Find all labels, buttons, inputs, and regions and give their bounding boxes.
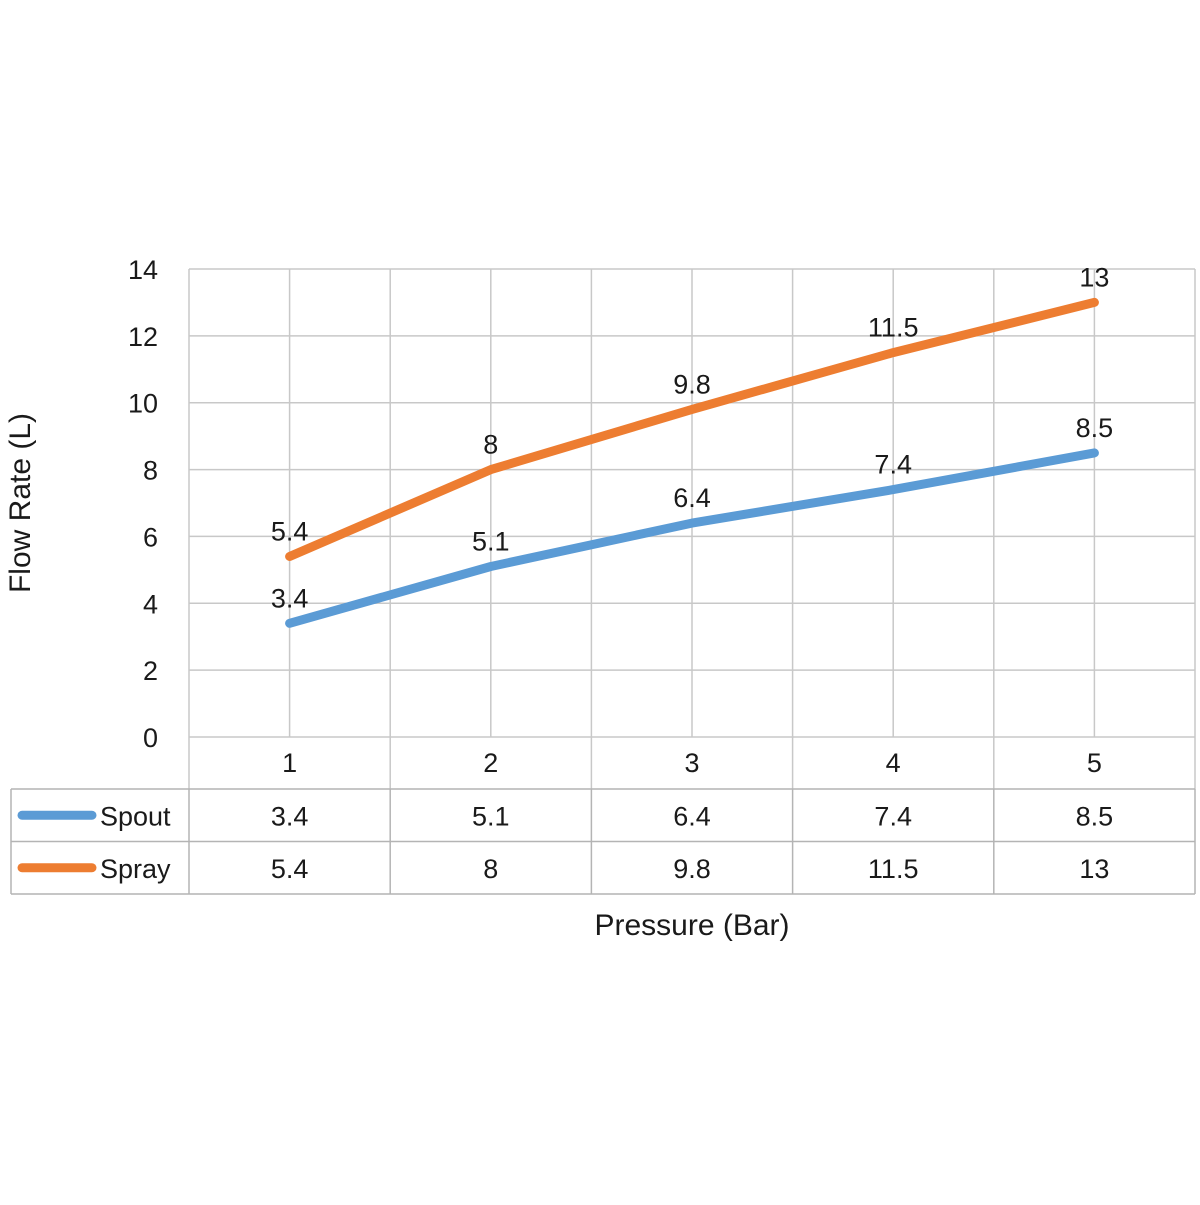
- y-tick-label: 6: [143, 522, 158, 552]
- y-tick-label: 2: [143, 656, 158, 686]
- data-label: 3.4: [271, 583, 309, 613]
- data-label: 8.5: [1076, 413, 1114, 443]
- legend-label: Spray: [100, 854, 171, 884]
- x-tick-label: 3: [684, 748, 699, 778]
- x-tick-label: 2: [483, 748, 498, 778]
- table-cell: 9.8: [673, 854, 711, 884]
- table-cell: 3.4: [271, 801, 309, 831]
- table-cell: 7.4: [874, 801, 912, 831]
- data-label: 7.4: [874, 450, 912, 480]
- y-tick-label: 12: [128, 322, 158, 352]
- y-tick-label: 10: [128, 389, 158, 419]
- data-label: 8: [483, 430, 498, 460]
- series-line-spray: [285, 297, 1099, 561]
- y-axis-ticks: 0 2 4 6 8 10 12 14: [128, 255, 158, 753]
- y-tick-label: 0: [143, 723, 158, 753]
- x-axis-ticks: 1 2 3 4 5: [282, 748, 1102, 778]
- table-cell: 11.5: [868, 854, 919, 884]
- grid: [188, 268, 1196, 789]
- x-tick-label: 1: [282, 748, 297, 778]
- table-cell: 13: [1079, 854, 1109, 884]
- data-labels: 3.4 5.1 6.4 7.4 8.5 5.4 8 9.8 11.5 13: [271, 262, 1113, 613]
- data-label: 5.1: [472, 527, 510, 557]
- data-label: 6.4: [673, 483, 711, 513]
- table-cell: 6.4: [673, 801, 711, 831]
- data-label: 9.8: [673, 369, 711, 399]
- table-cell: 5.4: [271, 854, 309, 884]
- y-axis-title: Flow Rate (L): [4, 413, 37, 593]
- data-label: 5.4: [271, 516, 309, 546]
- data-table: Spout 3.4 5.1 6.4 7.4 8.5 Spray 5.4 8 9.8 11.5 13: [10, 788, 1196, 895]
- data-label: 13: [1079, 262, 1109, 292]
- series-lines: [285, 297, 1099, 628]
- legend-label: Spout: [100, 801, 171, 831]
- x-axis-title: Pressure (Bar): [594, 909, 789, 942]
- y-tick-label: 4: [143, 589, 158, 619]
- table-cell: 8.5: [1076, 801, 1114, 831]
- table-cell: 5.1: [472, 801, 510, 831]
- x-tick-label: 4: [886, 748, 901, 778]
- series-line-spout: [285, 448, 1099, 628]
- y-tick-label: 14: [128, 255, 158, 285]
- y-tick-label: 8: [143, 456, 158, 486]
- x-tick-label: 5: [1087, 748, 1102, 778]
- data-label: 11.5: [868, 313, 919, 343]
- table-cell: 8: [483, 854, 498, 884]
